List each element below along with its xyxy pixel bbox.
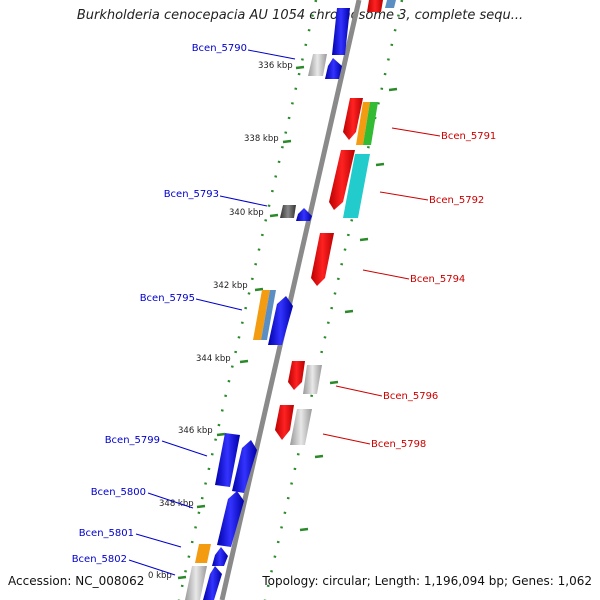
gene-arrow[interactable] [308, 54, 327, 76]
gene-arrow[interactable] [325, 58, 342, 79]
gene-arrow[interactable] [329, 150, 355, 210]
gene-label-forward[interactable]: Bcen_5801 [79, 528, 134, 539]
gene-arrow[interactable] [261, 290, 276, 340]
accession-label: Accession: NC_008062 [8, 574, 145, 588]
kbp-label: 0 kbp [148, 571, 172, 581]
gene-arrow[interactable] [275, 405, 294, 440]
gene-arrow[interactable] [367, 0, 383, 12]
gene-arrow[interactable] [217, 491, 244, 547]
gene-label-reverse[interactable]: Bcen_5791 [441, 131, 496, 142]
reverse-strand-genes [275, 0, 396, 445]
gene-label-reverse[interactable]: Bcen_5794 [410, 274, 465, 285]
gene-arrow[interactable] [195, 544, 211, 563]
leader-lines-right [322, 127, 441, 445]
gene-arrow[interactable] [232, 440, 257, 493]
kbp-label: 348 kbp [159, 499, 194, 509]
gene-label-forward[interactable]: Bcen_5802 [72, 554, 127, 565]
gene-label-forward[interactable]: Bcen_5800 [91, 487, 146, 498]
kbp-label: 338 kbp [244, 134, 279, 144]
gene-arrow[interactable] [311, 233, 334, 286]
gene-arrow[interactable] [343, 98, 363, 140]
kbp-label: 346 kbp [178, 426, 213, 436]
gene-arrow[interactable] [385, 0, 396, 8]
gene-arrow[interactable] [268, 296, 293, 345]
gene-label-forward[interactable]: Bcen_5793 [164, 189, 219, 200]
gene-arrow[interactable] [288, 361, 305, 390]
gene-arrow[interactable] [303, 365, 322, 394]
genome-summary: Topology: circular; Length: 1,196,094 bp… [262, 574, 592, 588]
gene-arrow[interactable] [203, 566, 222, 600]
gene-arrow[interactable] [332, 8, 350, 55]
major-ticks [177, 65, 398, 580]
gene-arrow[interactable] [356, 102, 370, 145]
forward-strand-genes [185, 8, 350, 600]
gene-arrow[interactable] [253, 290, 270, 340]
kbp-label: 342 kbp [213, 281, 248, 291]
gene-label-reverse[interactable]: Bcen_5796 [383, 391, 438, 402]
gene-label-reverse[interactable]: Bcen_5792 [429, 195, 484, 206]
leader-lines-left [128, 49, 296, 576]
gene-label-forward[interactable]: Bcen_5795 [140, 293, 195, 304]
gene-label-forward[interactable]: Bcen_5799 [105, 435, 160, 446]
kbp-label: 340 kbp [229, 208, 264, 218]
gene-arrow[interactable] [343, 154, 370, 218]
gene-label-forward[interactable]: Bcen_5790 [192, 43, 247, 54]
map-title: Burkholderia cenocepacia AU 1054 chromos… [76, 8, 524, 23]
gene-arrow[interactable] [296, 208, 312, 221]
gene-arrow[interactable] [280, 205, 296, 218]
kbp-label: 336 kbp [258, 61, 293, 71]
kbp-label: 344 kbp [196, 354, 231, 364]
gene-arrow[interactable] [290, 409, 312, 445]
gene-arrow[interactable] [215, 433, 240, 487]
gene-label-reverse[interactable]: Bcen_5798 [371, 439, 426, 450]
genome-backbone [219, 0, 362, 600]
gene-arrow[interactable] [212, 547, 228, 566]
gene-arrow[interactable] [363, 102, 378, 145]
gene-arrow[interactable] [185, 566, 207, 600]
